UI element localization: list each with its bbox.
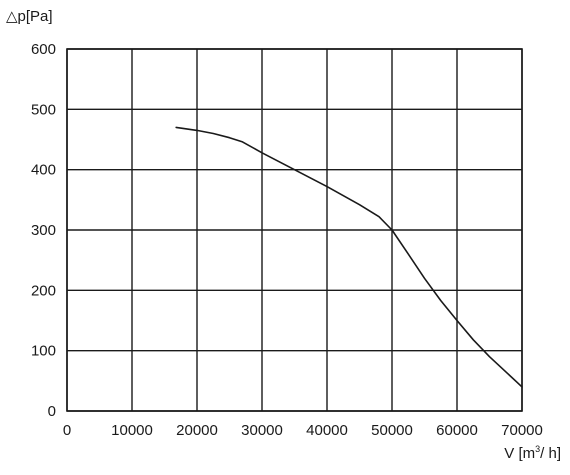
grid — [66, 48, 523, 412]
y-axis-label: △p[Pa] — [6, 8, 53, 25]
x-tick-label: 50000 — [371, 422, 413, 439]
plot-frame — [66, 48, 523, 412]
y-tick-label: 400 — [31, 162, 56, 179]
y-tick-labels: 0 100 200 300 400 500 600 — [31, 41, 56, 420]
series-line — [175, 126, 523, 388]
x-tick-label: 70000 — [501, 422, 543, 439]
x-tick-label: 10000 — [111, 422, 153, 439]
x-axis-label-prefix: V [m — [504, 445, 535, 462]
x-axis-label-sup: 3 — [535, 444, 540, 454]
y-tick-label: 100 — [31, 343, 56, 360]
x-tick-label: 20000 — [176, 422, 218, 439]
y-tick-label: 0 — [48, 403, 56, 420]
y-tick-label: 600 — [31, 41, 56, 58]
x-tick-label: 40000 — [306, 422, 348, 439]
y-tick-label: 300 — [31, 222, 56, 239]
x-tick-labels: 0 10000 20000 30000 40000 50000 60000 70000 — [63, 422, 543, 439]
y-tick-label: 500 — [31, 101, 56, 118]
x-tick-label: 0 — [63, 422, 71, 439]
series-group — [175, 126, 523, 388]
y-tick-label: 200 — [31, 282, 56, 299]
x-tick-label: 60000 — [436, 422, 478, 439]
x-axis-label: V [m3/ h] — [504, 444, 561, 462]
x-axis-label-suffix: / h] — [540, 445, 561, 462]
x-tick-label: 30000 — [241, 422, 283, 439]
plot-area-border — [66, 48, 523, 412]
